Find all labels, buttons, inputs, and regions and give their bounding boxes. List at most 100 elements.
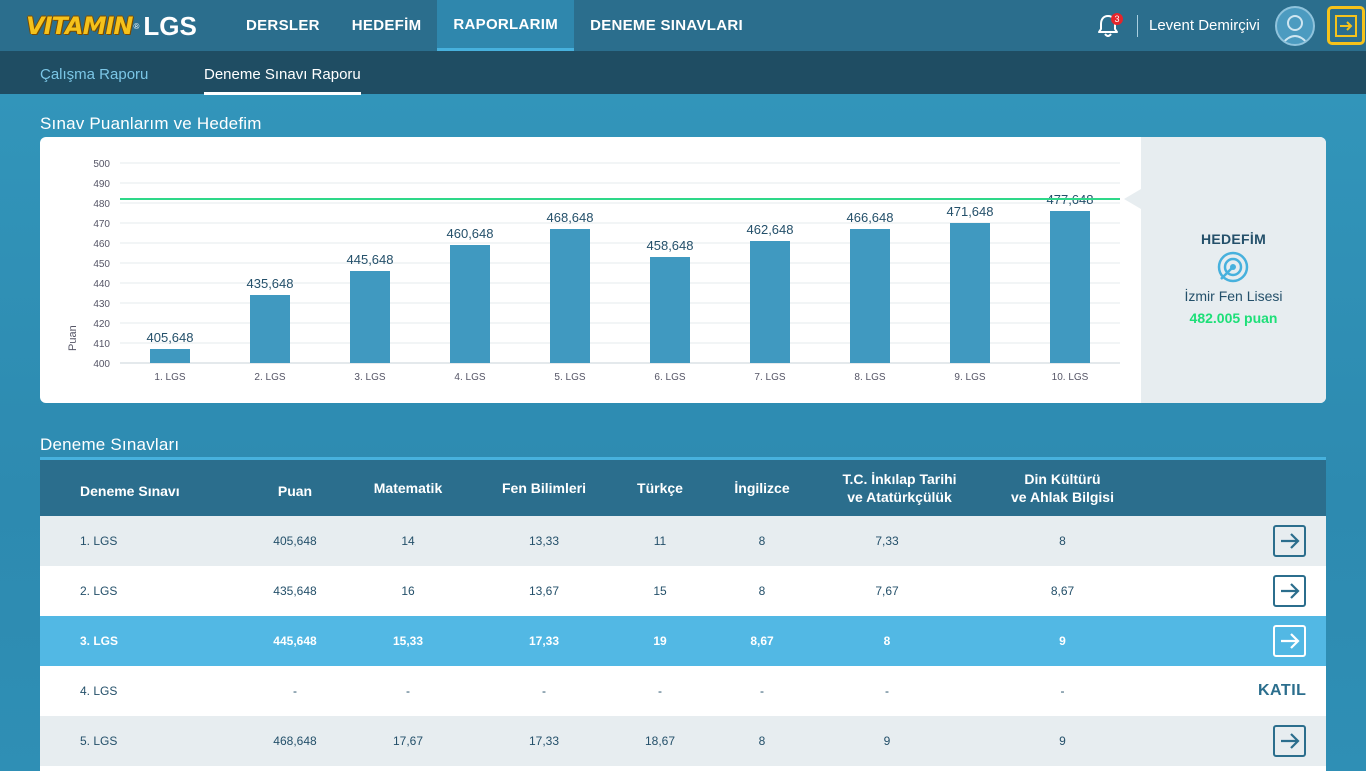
tab-calisma-raporu[interactable]: Çalışma Raporu [40, 66, 149, 83]
view-result-button[interactable] [1273, 625, 1306, 657]
header-din: Din Kültürü ve Ahlak Bilgisi [985, 470, 1140, 506]
goal-school: İzmir Fen Lisesi [1184, 288, 1283, 304]
view-result-button[interactable] [1273, 725, 1306, 757]
cell-tur: - [658, 684, 662, 698]
table-row[interactable]: 5. LGS 468,648 17,67 17,33 18,67 8 9 9 [40, 716, 1326, 766]
table-section-title: Deneme Sınavları [40, 435, 180, 454]
header-matematik: Matematik [373, 480, 443, 496]
cell-ink: 8 [883, 634, 891, 648]
logo[interactable]: VITAMIN ® LGS [26, 10, 197, 42]
y-tick-label: 420 [93, 319, 110, 330]
y-axis-label: Puan [67, 325, 79, 351]
view-result-button[interactable] [1273, 575, 1306, 607]
cell-mat: 14 [401, 534, 415, 548]
bar-data-label: 460,648 [447, 226, 494, 241]
cell-exam-name: 3. LGS [80, 634, 119, 648]
table-header: Deneme Sınavı Puan Matematik Fen Bilimle… [40, 460, 1326, 516]
goal-label: HEDEFİM [1200, 231, 1267, 247]
cell-ink: 7,33 [875, 534, 899, 548]
header-turkce: Türkçe [637, 480, 683, 496]
arrow-right-icon [1280, 733, 1300, 749]
chart-bar [350, 271, 390, 363]
header-inkilap-line2: ve Atatürkçülük [847, 489, 952, 505]
sub-navbar: Çalışma Raporu Deneme Sınavı Raporu [0, 51, 1366, 95]
cell-fen: 17,33 [528, 734, 560, 748]
header-puan: Puan [277, 483, 313, 499]
chart-bar [250, 295, 290, 363]
tab-deneme-sinavi-raporu[interactable]: Deneme Sınavı Raporu [204, 66, 361, 95]
score-chart: 400 410 420 430 440 450 460 470 480 490 500 Puan 405… [67, 159, 1141, 383]
cell-ink: - [885, 684, 889, 698]
cell-exam-name: 4. LGS [80, 684, 118, 698]
bar-data-label: 405,648 [147, 330, 194, 345]
y-tick-label: 470 [93, 219, 110, 230]
main-nav: DERSLER HEDEFİM RAPORLARIM DENEME SINAVL… [230, 0, 759, 51]
cell-puan: 405,648 [273, 534, 317, 548]
cell-tur: 11 [653, 534, 667, 548]
bar-data-label: 462,648 [747, 222, 794, 237]
chart-bar [450, 245, 490, 363]
bar-data-label: 466,648 [847, 210, 894, 225]
cell-exam-name: 1. LGS [80, 534, 118, 548]
cell-din: 8 [1059, 534, 1066, 548]
header-divider [1137, 15, 1138, 37]
join-button[interactable]: KATIL [1258, 682, 1307, 699]
user-name[interactable]: Levent Demirçivi [1149, 17, 1260, 34]
cell-mat: - [406, 684, 410, 698]
chart-bar [150, 349, 190, 363]
cell-exam-name: 2. LGS [80, 584, 118, 598]
cell-ing: 8 [758, 734, 766, 748]
goal-pointer [1124, 189, 1141, 209]
cell-ing: 8,67 [750, 634, 774, 648]
cell-din: 8,67 [1050, 584, 1075, 598]
cell-tur: 15 [653, 584, 667, 598]
chart-bar [750, 241, 790, 363]
header-deneme-sinavi: Deneme Sınavı [80, 483, 180, 499]
table-row[interactable]: 3. LGS 445,648 15,33 17,33 19 8,67 8 9 [40, 616, 1326, 666]
x-tick-label: 5. LGS [554, 372, 585, 383]
y-tick-label: 440 [93, 279, 110, 290]
cell-puan: 435,648 [273, 584, 317, 598]
exit-arrow-icon [1335, 14, 1357, 37]
arrow-right-icon [1280, 633, 1300, 649]
nav-deneme-sinavlari[interactable]: DENEME SINAVLARI [590, 17, 743, 34]
nav-raporlarim[interactable]: RAPORLARIM [437, 0, 575, 51]
cell-exam-name: 5. LGS [80, 734, 118, 748]
x-tick-label: 1. LGS [154, 372, 185, 383]
cell-ing: 8 [758, 584, 766, 598]
logo-registered: ® [133, 21, 140, 31]
nav-dersler[interactable]: DERSLER [246, 17, 320, 34]
view-result-button[interactable] [1273, 525, 1306, 557]
avatar[interactable] [1275, 6, 1315, 46]
nav-hedefim[interactable]: HEDEFİM [351, 17, 422, 34]
target-icon [1217, 251, 1249, 283]
header-din-line2: ve Ahlak Bilgisi [1011, 489, 1114, 505]
chart-bar [650, 257, 690, 363]
bar-data-label: 445,648 [347, 252, 394, 267]
goal-panel: HEDEFİM İzmir Fen Lisesi 482.005 puan [1141, 137, 1326, 403]
x-tick-label: 9. LGS [954, 372, 985, 383]
cell-din: 9 [1059, 734, 1066, 748]
cell-din: - [1060, 684, 1065, 698]
cell-tur: 18,67 [644, 734, 676, 748]
x-tick-label: 6. LGS [654, 372, 685, 383]
exam-table: Deneme Sınavı Puan Matematik Fen Bilimle… [40, 457, 1326, 771]
header-ingilizce: İngilizce [734, 480, 790, 496]
bar-data-label: 468,648 [547, 210, 594, 225]
cell-ink: 9 [883, 734, 891, 748]
logo-vitamin: VITAMIN [26, 12, 133, 40]
y-tick-label: 490 [93, 179, 110, 190]
table-row[interactable]: 4. LGS - - - - - - - KATIL [40, 666, 1326, 716]
y-tick-label: 400 [93, 359, 110, 370]
bar-data-label: 435,648 [247, 276, 294, 291]
cell-mat: 15,33 [392, 634, 424, 648]
cell-ing: - [760, 684, 764, 698]
logout-button[interactable] [1327, 6, 1365, 45]
y-tick-label: 430 [93, 299, 110, 310]
table-row[interactable]: 2. LGS 435,648 16 13,67 15 8 7,67 8,67 [40, 566, 1326, 616]
cell-tur: 19 [653, 634, 667, 648]
table-row[interactable]: 1. LGS 405,648 14 13,33 11 8 7,33 8 [40, 516, 1326, 566]
goal-score: 482.005 puan [1189, 310, 1278, 326]
chart-bar [850, 229, 890, 363]
cell-puan: 445,648 [273, 634, 317, 648]
